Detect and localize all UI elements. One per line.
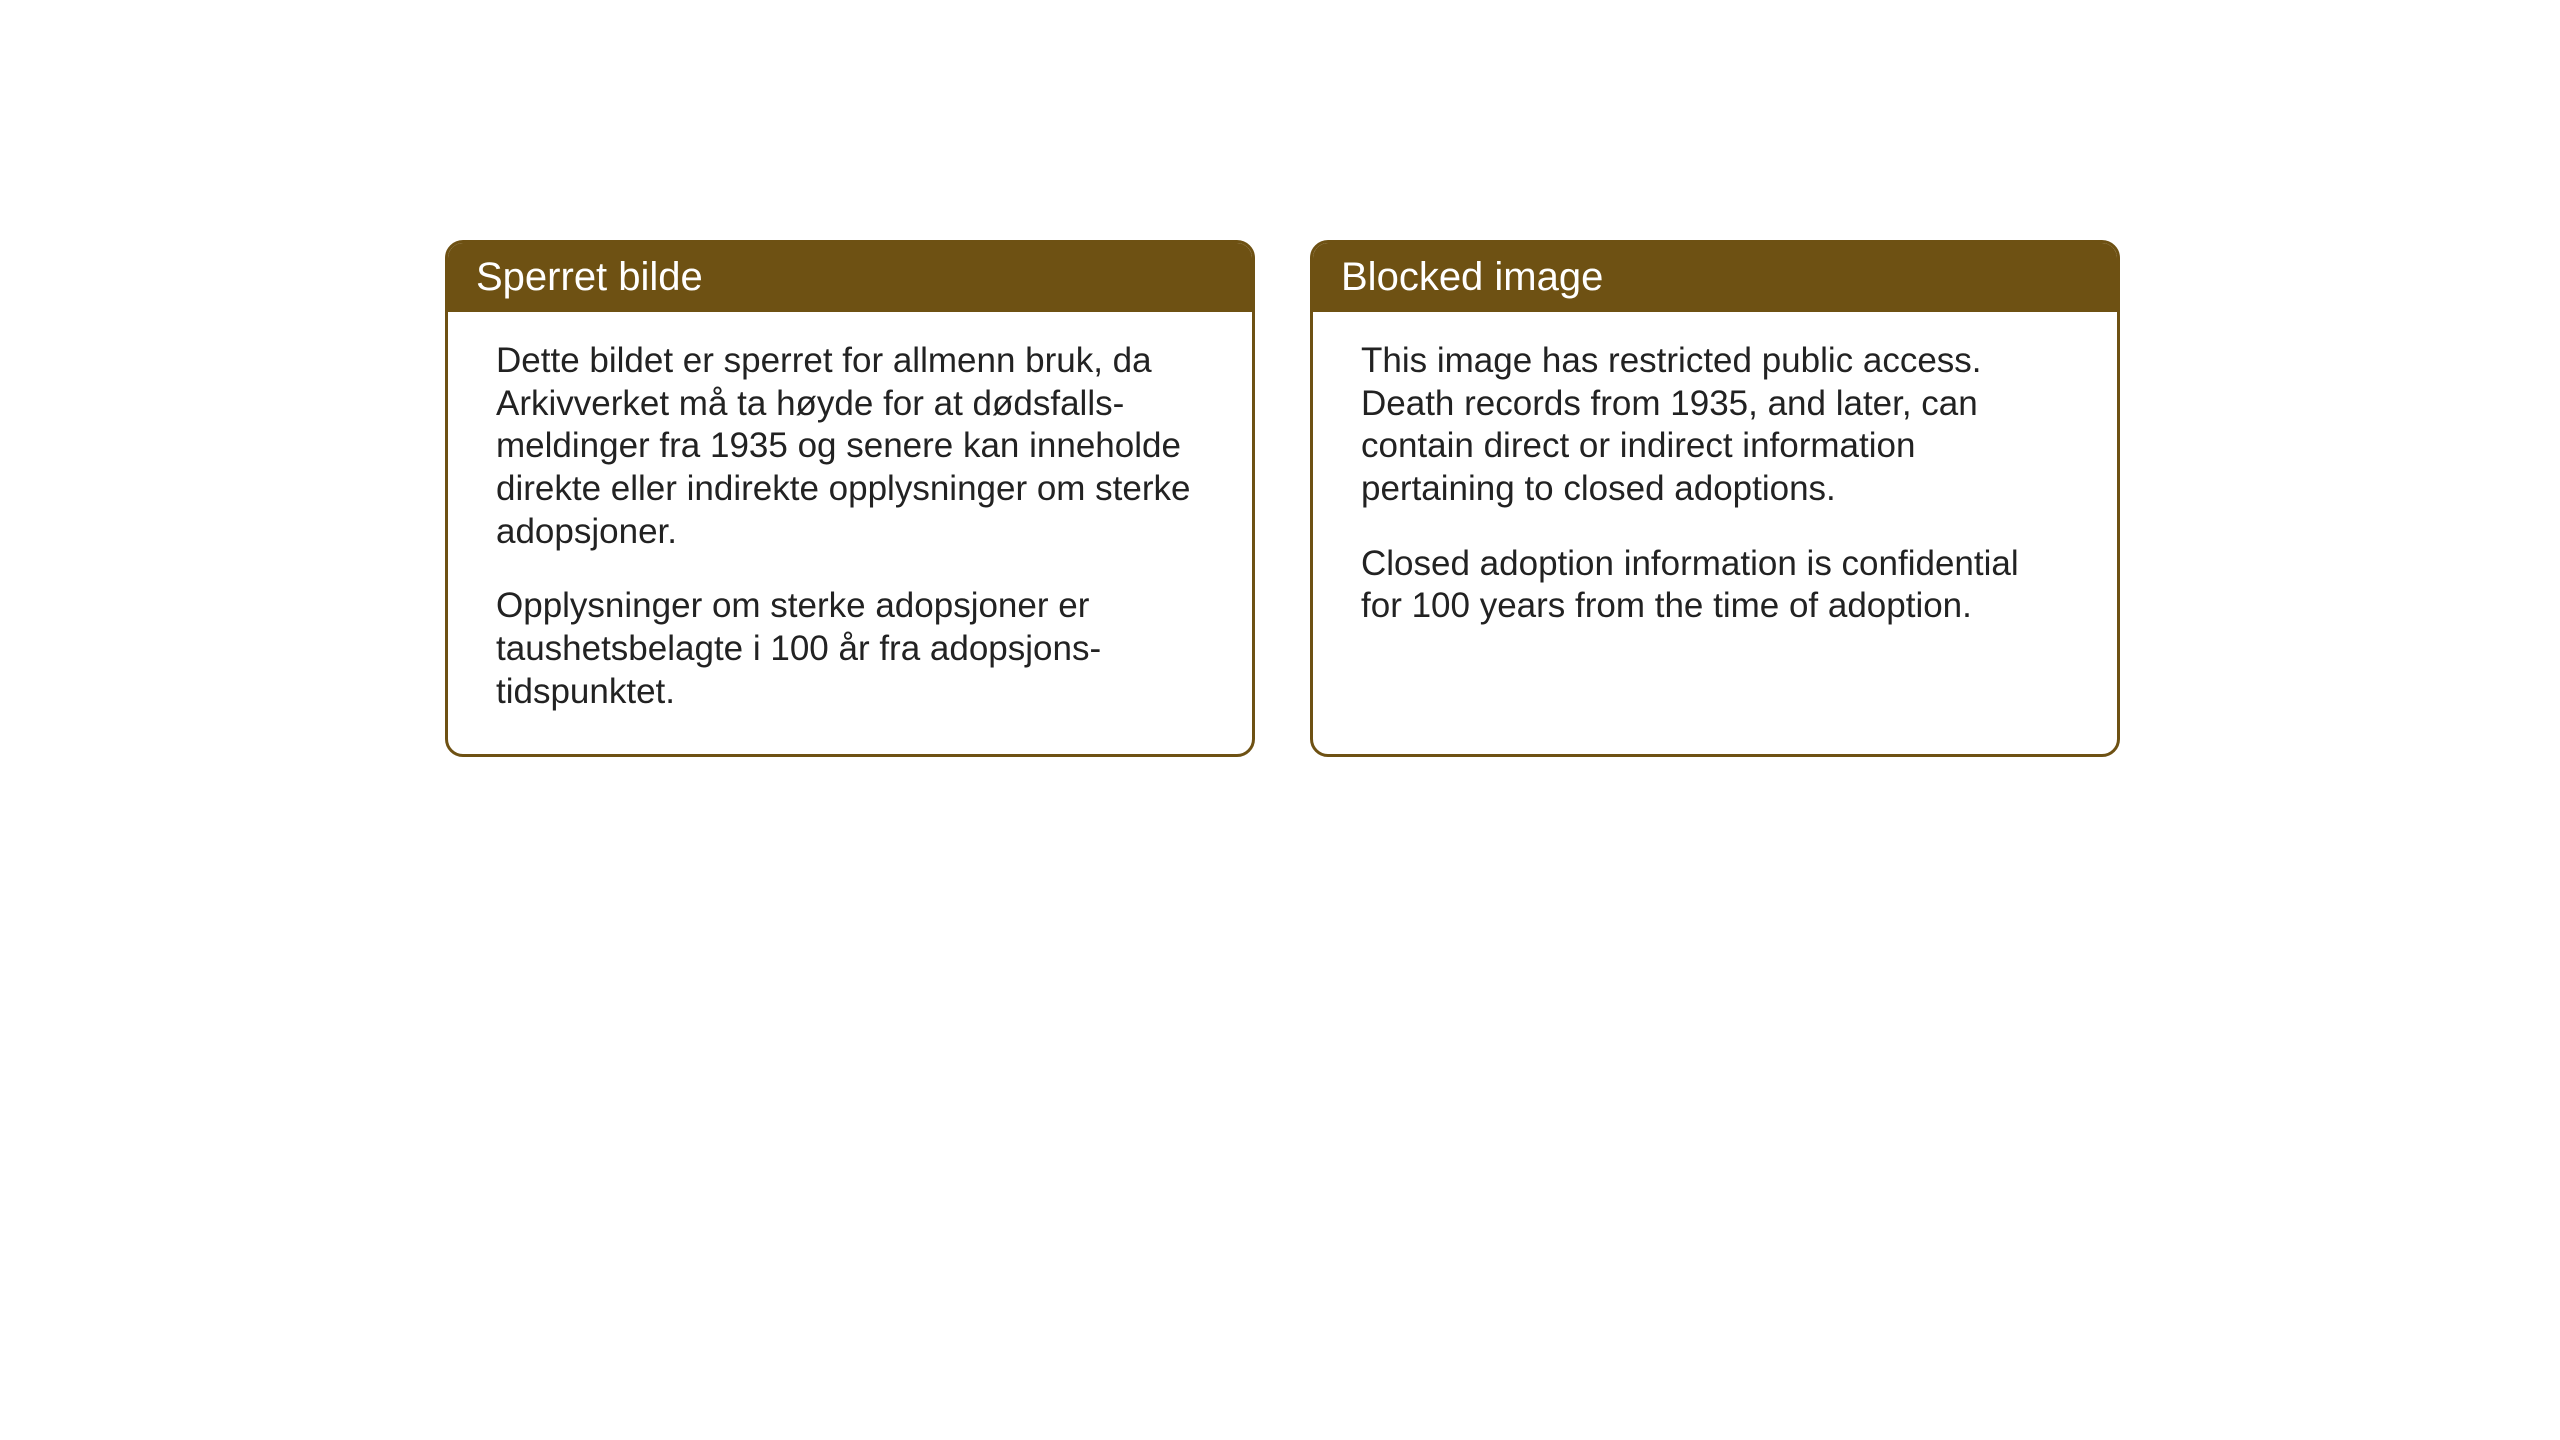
card-norwegian-paragraph-2: Opplysninger om sterke adopsjoner er tau… [496, 585, 1204, 713]
card-english-body: This image has restricted public access.… [1313, 312, 2117, 668]
card-english-header: Blocked image [1313, 243, 2117, 312]
card-english: Blocked image This image has restricted … [1310, 240, 2120, 757]
card-norwegian-title: Sperret bilde [476, 255, 703, 299]
card-norwegian-paragraph-1: Dette bildet er sperret for allmenn bruk… [496, 340, 1204, 553]
card-norwegian: Sperret bilde Dette bildet er sperret fo… [445, 240, 1255, 757]
card-english-paragraph-2: Closed adoption information is confident… [1361, 543, 2069, 628]
card-english-title: Blocked image [1341, 255, 1603, 299]
card-norwegian-header: Sperret bilde [448, 243, 1252, 312]
card-norwegian-body: Dette bildet er sperret for allmenn bruk… [448, 312, 1252, 754]
card-english-paragraph-1: This image has restricted public access.… [1361, 340, 2069, 511]
cards-container: Sperret bilde Dette bildet er sperret fo… [445, 240, 2120, 757]
